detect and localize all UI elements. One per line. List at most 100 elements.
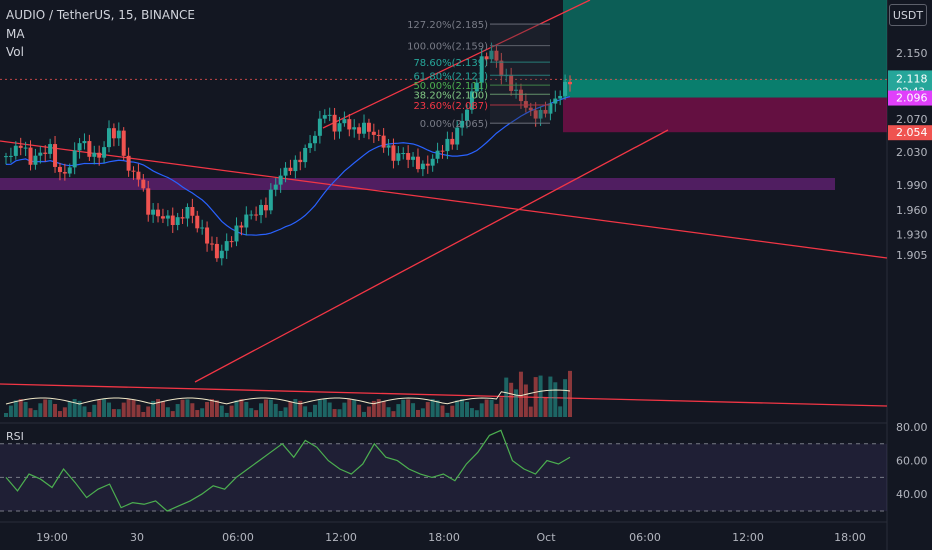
volume-bar [268,399,273,417]
volume-bar [92,404,97,417]
fib-level-label: 38.20%(2.100) [413,90,488,101]
volume-bar [190,403,195,417]
volume-bar [293,399,298,417]
volume-bar [465,401,470,417]
volume-bar [401,399,406,417]
candle-body [268,189,273,211]
candle-body [53,144,58,167]
time-tick-label: 18:00 [428,531,460,544]
candle-body [151,209,156,215]
volume-ma-line [5,389,571,405]
volume-bar [254,410,259,417]
candle-body [224,241,229,251]
volume-bar [229,405,234,417]
currency-button[interactable]: USDT [889,4,927,26]
volume-bar [298,400,303,417]
volume-bar [548,376,553,417]
candle-body [465,109,470,121]
candle-body [239,225,244,228]
volume-bar [415,409,420,417]
volume-bar [23,401,28,417]
stop-zone [563,97,887,133]
rsi-indicator-label[interactable]: RSI [6,430,24,443]
candle-body [430,158,435,166]
volume-bar [499,397,504,417]
candle-body [455,127,460,145]
volume-bar [209,399,214,417]
candle-body [4,156,8,158]
volume-bar [97,400,102,417]
candle-body [376,134,381,136]
candle-body [357,127,362,134]
candle-body [435,150,440,159]
candle-body [190,207,195,216]
volume-bar [273,403,278,417]
price-tick-label: 2.150 [896,47,928,60]
volume-bar [106,402,111,417]
volume-bar [425,402,430,417]
candle-body [185,207,190,219]
volume-bar [18,399,23,417]
candle-body [18,145,23,148]
candle-body [278,175,283,185]
candle-body [102,147,107,158]
volume-bar [43,399,48,417]
candle-body [136,171,141,180]
volume-bar [102,399,107,417]
volume-bar [460,399,465,417]
volume-bar [67,401,72,417]
trendline [194,129,669,383]
volume-bar [57,411,62,417]
volume-bar [440,405,445,417]
volume-bar [509,382,514,417]
candle-body [156,209,161,217]
volume-bar [450,405,455,417]
price-tick-label: 1.960 [896,204,928,217]
price-tick-label: 1.930 [896,229,928,242]
candle-body [533,110,538,119]
fib-level-label: 78.60%(2.139) [413,58,488,69]
volume-bar [278,410,283,417]
volume-bar [53,403,58,417]
candle-body [543,109,548,114]
volume-bar [430,399,435,417]
candle-body [175,217,180,226]
candle-body [180,217,185,219]
candle-body [489,50,494,60]
ma-indicator-label[interactable]: MA [6,27,25,41]
candle-body [362,122,367,134]
candle-body [528,107,533,111]
candle-body [352,127,357,130]
candle-body [440,150,445,152]
candle-body [317,118,322,136]
volume-bar [479,403,484,417]
volume-bar [563,379,568,417]
candle-body [33,155,38,165]
volume-bar [33,410,38,417]
candle-body [293,159,298,172]
candle-body [445,138,450,152]
symbol-title[interactable]: AUDIO / TetherUS, 15, BINANCE [6,8,196,22]
volume-bar [249,408,254,417]
volume-bar [553,382,558,417]
candle-body [13,145,18,156]
candle-body [347,119,352,130]
candle-body [38,152,43,156]
candle-body [165,215,170,219]
candle-body [312,135,317,144]
candle-body [337,123,342,132]
candle-body [469,91,474,110]
volume-bar [504,377,509,417]
volume-bar [165,407,170,417]
candle-body [342,119,347,124]
volume-bar [391,411,396,417]
fib-level-label: 61.80%(2.123) [413,71,488,82]
candle-body [518,89,523,102]
volume-bar [332,409,337,417]
trendline [0,383,888,407]
volume-bar [376,399,381,417]
volume-indicator-label[interactable]: Vol [6,45,24,59]
candle-body [568,81,572,85]
candle-body [43,152,48,154]
